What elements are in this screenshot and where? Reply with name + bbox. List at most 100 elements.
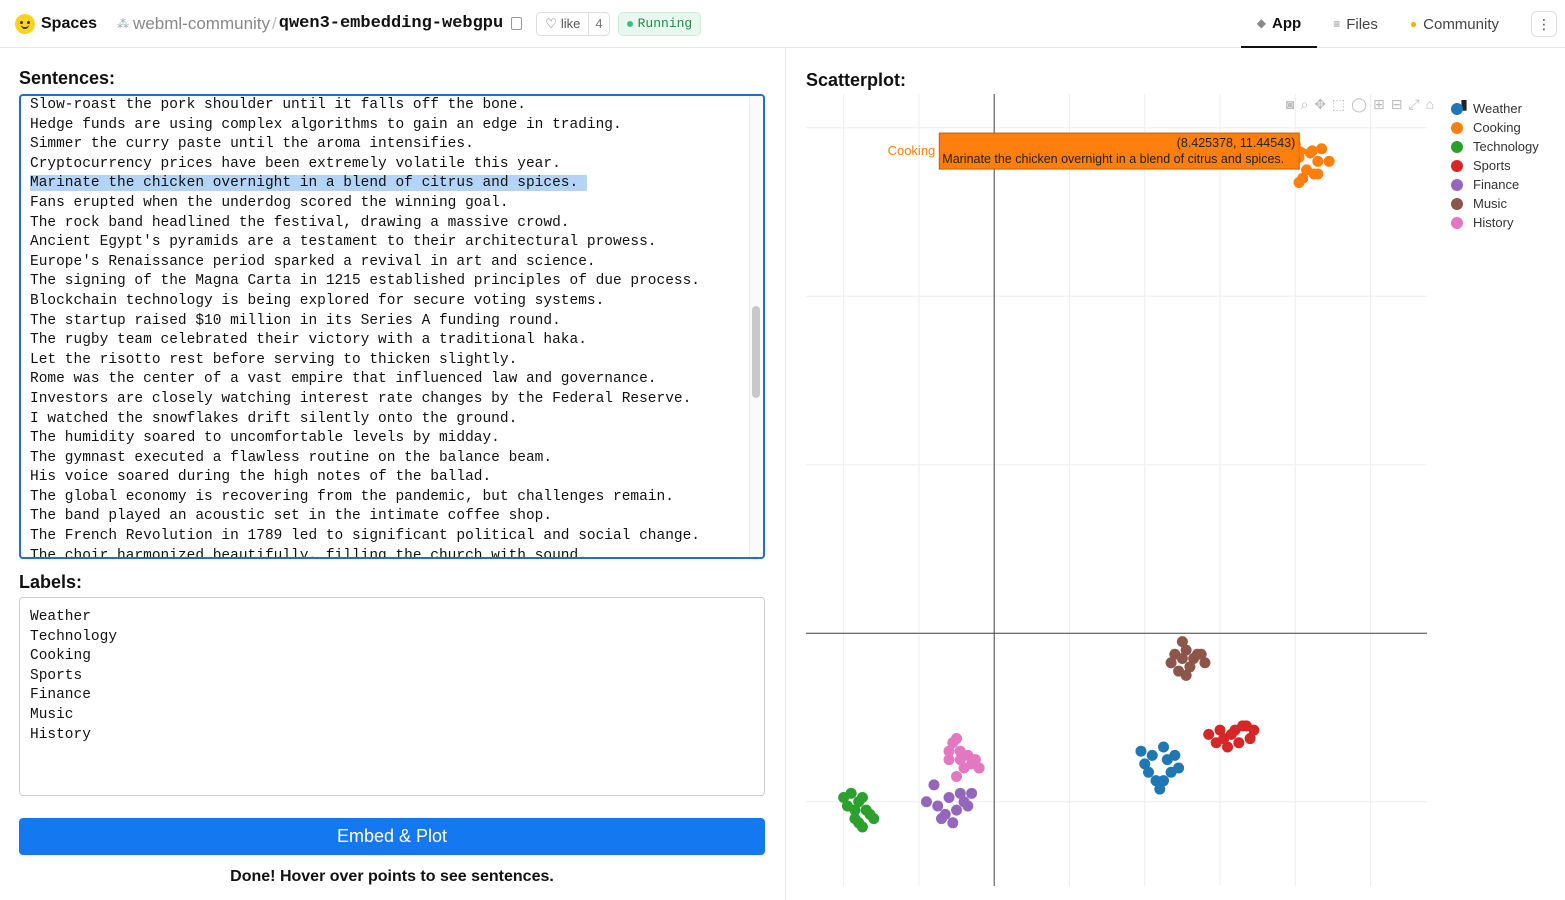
legend-label: Technology: [1473, 139, 1539, 154]
data-point[interactable]: [1323, 155, 1335, 167]
lasso-icon[interactable]: ◯: [1351, 96, 1367, 112]
data-point[interactable]: [845, 787, 857, 799]
data-point[interactable]: [856, 821, 868, 833]
data-point[interactable]: [951, 804, 963, 816]
legend-label: History: [1473, 215, 1514, 230]
sentence-line: Fans erupted when the underdog scored th…: [30, 194, 509, 211]
legend-item[interactable]: Weather: [1451, 99, 1539, 118]
data-point[interactable]: [1214, 724, 1226, 736]
legend-item[interactable]: Music: [1451, 194, 1539, 213]
data-point[interactable]: [1229, 724, 1241, 736]
data-point[interactable]: [1199, 657, 1211, 669]
data-point[interactable]: [1139, 758, 1151, 770]
data-point[interactable]: [966, 787, 978, 799]
repo-link[interactable]: qwen3-embedding-webgpu: [278, 14, 504, 33]
sentence-line: Hedge funds are using complex algorithms…: [30, 116, 622, 133]
data-point[interactable]: [1158, 741, 1170, 753]
legend-item[interactable]: Finance: [1451, 175, 1539, 194]
sentences-textarea[interactable]: Slow-roast the pork shoulder until it fa…: [19, 94, 765, 559]
sentence-line: Cryptocurrency prices have been extremel…: [30, 155, 561, 172]
labels-textarea[interactable]: Weather Technology Cooking Sports Financ…: [19, 597, 765, 796]
data-point[interactable]: [1312, 168, 1324, 180]
data-point[interactable]: [951, 733, 963, 745]
data-point[interactable]: [849, 804, 861, 816]
data-point[interactable]: [1180, 644, 1192, 656]
data-point[interactable]: [973, 762, 985, 774]
box-select-icon[interactable]: ⬚: [1332, 96, 1346, 112]
data-point[interactable]: [1142, 766, 1154, 778]
data-point[interactable]: [1176, 636, 1188, 648]
legend-label: Weather: [1473, 101, 1522, 116]
data-point[interactable]: [1312, 155, 1324, 167]
legend-item[interactable]: Cooking: [1451, 118, 1539, 137]
tab-community[interactable]: ● Community: [1394, 0, 1515, 48]
data-point[interactable]: [920, 796, 932, 808]
data-point[interactable]: [1233, 737, 1245, 749]
data-point[interactable]: [1176, 653, 1188, 665]
data-point[interactable]: [962, 800, 974, 812]
org-link[interactable]: webml-community: [133, 13, 271, 33]
legend-item[interactable]: History: [1451, 213, 1539, 232]
spaces-brand[interactable]: Spaces: [15, 13, 97, 34]
data-point[interactable]: [1184, 661, 1196, 673]
data-point[interactable]: [868, 813, 880, 825]
data-point[interactable]: [1165, 657, 1177, 669]
zoom-icon[interactable]: ⌕: [1300, 96, 1309, 112]
data-point[interactable]: [928, 779, 940, 791]
data-point[interactable]: [969, 754, 981, 766]
legend-item[interactable]: Sports: [1451, 156, 1539, 175]
data-point[interactable]: [1244, 733, 1256, 745]
data-point[interactable]: [1135, 745, 1147, 757]
data-point[interactable]: [1203, 728, 1215, 740]
embed-plot-button[interactable]: Embed & Plot: [19, 818, 765, 855]
status-dot-icon: [626, 20, 633, 27]
zoom-out-icon[interactable]: ⊟: [1390, 96, 1403, 112]
data-point[interactable]: [943, 792, 955, 804]
legend-label: Finance: [1473, 177, 1520, 192]
data-point[interactable]: [1222, 741, 1234, 753]
data-point[interactable]: [943, 745, 955, 757]
data-point[interactable]: [1195, 648, 1207, 660]
data-point[interactable]: [1158, 775, 1170, 787]
data-point[interactable]: [1218, 733, 1230, 745]
data-point[interactable]: [1173, 762, 1185, 774]
plotly-logo-icon[interactable]: ▮: [1460, 96, 1468, 112]
data-point[interactable]: [1240, 720, 1252, 732]
data-point[interactable]: [1154, 783, 1166, 795]
data-point[interactable]: [939, 808, 951, 820]
plot-panel: Scatterplot: (8.425378, 11.44543) Marinat…: [786, 48, 1565, 900]
scatterplot[interactable]: (8.425378, 11.44543) Marinate the chicken…: [786, 48, 1565, 900]
like-button[interactable]: ♡ like 4: [536, 11, 610, 36]
data-point[interactable]: [1169, 749, 1181, 761]
data-point[interactable]: [954, 787, 966, 799]
zoom-in-icon[interactable]: ⊞: [1372, 96, 1385, 112]
reset-icon[interactable]: ⌂: [1425, 96, 1435, 112]
scrollbar-thumb[interactable]: [752, 306, 760, 398]
autoscale-icon[interactable]: ⤢: [1408, 96, 1420, 112]
tab-app[interactable]: ◆ App: [1240, 0, 1318, 48]
data-point[interactable]: [954, 754, 966, 766]
data-point[interactable]: [1293, 176, 1305, 188]
sentence-line: Ancient Egypt's pyramids are a testament…: [30, 234, 657, 251]
tab-files[interactable]: ≡ Files: [1317, 0, 1394, 48]
status-message: Done! Hover over points to see sentences…: [230, 868, 554, 885]
kebab-icon: ⋮: [1537, 15, 1551, 32]
data-point[interactable]: [856, 792, 868, 804]
labels-content: Weather Technology Cooking Sports Financ…: [30, 609, 118, 743]
pan-icon[interactable]: ✥: [1314, 96, 1327, 112]
labels-title: Labels:: [19, 572, 83, 592]
data-point[interactable]: [947, 817, 959, 829]
data-point[interactable]: [951, 770, 963, 782]
more-menu-button[interactable]: ⋮: [1531, 11, 1557, 37]
data-point[interactable]: [1180, 669, 1192, 681]
data-point[interactable]: [1150, 775, 1162, 787]
copy-icon[interactable]: [511, 17, 523, 30]
data-point[interactable]: [1316, 143, 1328, 155]
data-point[interactable]: [1146, 749, 1158, 761]
legend-item[interactable]: Technology: [1451, 137, 1539, 156]
data-point[interactable]: [1306, 145, 1318, 157]
data-point[interactable]: [943, 754, 955, 766]
camera-icon[interactable]: ◙: [1286, 96, 1295, 112]
data-point[interactable]: [932, 800, 944, 812]
sentences-scrollbar[interactable]: [749, 96, 763, 557]
